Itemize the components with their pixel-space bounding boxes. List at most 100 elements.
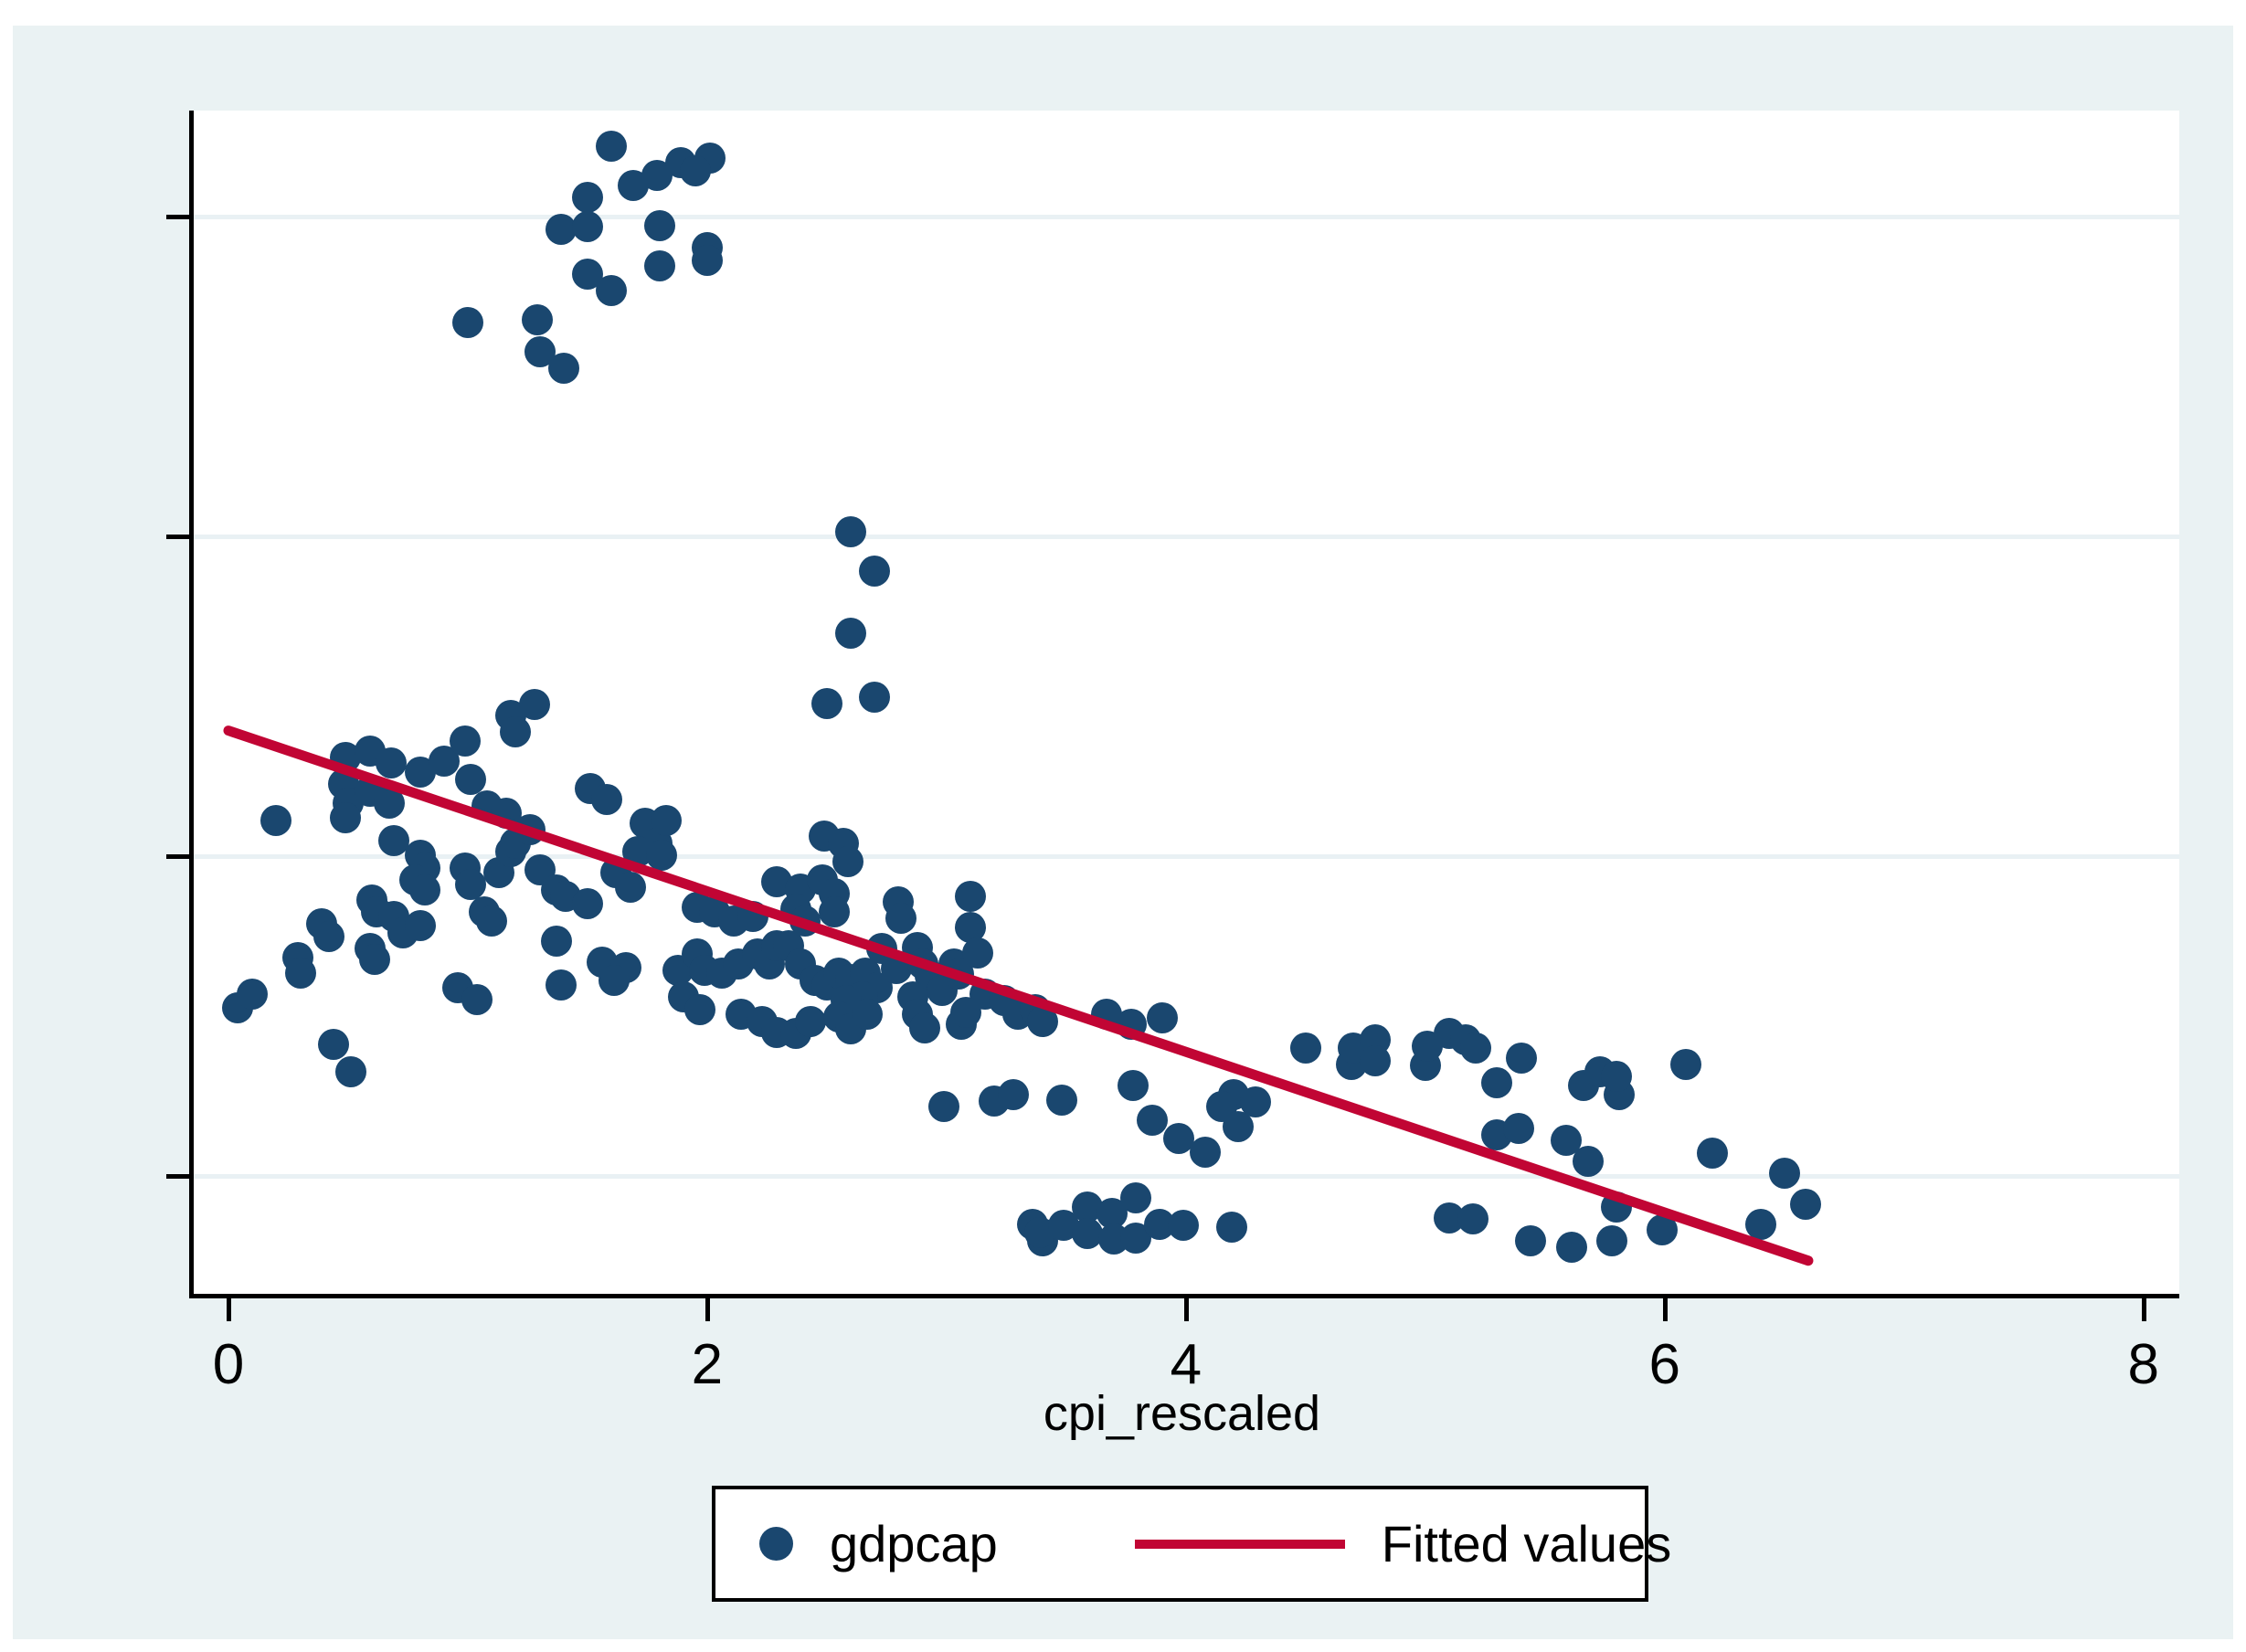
scatter-point — [590, 783, 622, 815]
scatter-point — [1119, 1182, 1151, 1214]
scatter-point — [313, 920, 344, 952]
scatter-point — [284, 958, 316, 990]
scatter-point — [547, 353, 579, 385]
scatter-point — [810, 687, 842, 719]
scatter-point — [1790, 1188, 1822, 1220]
x-axis-title: cpi_rescaled — [1043, 1386, 1321, 1441]
scatter-point — [1137, 1104, 1169, 1136]
scatter-point — [451, 306, 483, 338]
y-gridline — [194, 534, 2179, 539]
scatter-point — [1768, 1157, 1800, 1189]
scatter-point — [1596, 1224, 1628, 1256]
x-axis-tick — [1662, 1298, 1668, 1321]
scatter-point — [885, 903, 917, 935]
scatter-point — [500, 715, 532, 747]
scatter-point — [818, 895, 850, 927]
scatter-point — [1359, 1044, 1391, 1076]
scatter-point — [540, 926, 572, 958]
x-tick-label: 6 — [1648, 1333, 1681, 1396]
y-axis-tick — [166, 1174, 189, 1180]
x-axis-tick — [2141, 1298, 2146, 1321]
scatter-point — [1555, 1232, 1587, 1264]
scatter-point — [358, 943, 390, 975]
scatter-point — [1118, 1070, 1149, 1102]
plot-area: 0 2 4 6 8 — [166, 111, 2179, 1396]
scatter-point — [450, 725, 482, 757]
scatter-point — [376, 747, 408, 778]
scatter-point — [1697, 1137, 1729, 1169]
scatter-point — [1168, 1209, 1200, 1241]
scatter-point — [852, 999, 884, 1031]
scatter-point — [1189, 1136, 1221, 1168]
y-gridline — [194, 1174, 2179, 1180]
x-tick-label: 0 — [212, 1333, 245, 1396]
scatter-point — [835, 516, 867, 548]
scatter-point — [832, 846, 864, 878]
scatter-point — [1502, 1112, 1534, 1144]
y-gridline — [194, 215, 2179, 220]
scatter-point — [684, 994, 716, 1026]
scatter-point — [546, 969, 577, 1001]
scatter-point — [961, 937, 993, 969]
scatter-point — [454, 868, 486, 900]
scatter-point — [260, 805, 292, 836]
scatter-point — [330, 802, 362, 834]
scatter-point — [909, 1011, 941, 1043]
scatter-point — [1670, 1048, 1702, 1080]
scatter-point — [237, 979, 269, 1011]
scatter-point — [571, 210, 603, 242]
scatter-point — [461, 983, 493, 1015]
legend: gdpcap Fitted values — [712, 1486, 1671, 1602]
scatter-point — [318, 1028, 350, 1060]
scatter-point — [643, 209, 675, 241]
scatter-point — [1215, 1212, 1247, 1244]
x-axis-tick — [226, 1298, 231, 1321]
scatter-point — [571, 181, 603, 213]
scatter-point — [598, 964, 630, 996]
scatter-point — [1505, 1043, 1537, 1075]
scatter-point — [928, 1091, 960, 1123]
x-axis-tick — [1183, 1298, 1189, 1321]
scatter-point — [646, 839, 678, 871]
scatter-point — [679, 155, 711, 187]
scatter-point — [334, 1055, 366, 1087]
scatter-point — [1162, 1123, 1194, 1155]
scatter-point — [949, 996, 981, 1028]
scatter-point — [859, 555, 891, 587]
scatter-point — [454, 763, 486, 795]
scatter-point — [476, 905, 508, 937]
scatter-point — [651, 805, 683, 836]
scatter-point — [408, 874, 440, 906]
scatter-point — [1223, 1111, 1255, 1143]
scatter-point — [835, 618, 867, 650]
gdpcap-marker-icon — [759, 1527, 793, 1561]
x-axis-tick — [705, 1298, 710, 1321]
graph-canvas: 0 2 4 6 8 cpi_rescaled gdpcap Fitted values — [13, 26, 2233, 1639]
scatter-point — [1146, 1002, 1178, 1034]
scatter-point — [519, 689, 551, 721]
y-axis-tick — [166, 215, 189, 220]
scatter-point — [1601, 1060, 1633, 1092]
scatter-point — [859, 682, 891, 714]
scatter-point — [1572, 1145, 1604, 1177]
scatter-point — [571, 887, 603, 919]
scatter-point — [546, 213, 577, 245]
x-tick-label: 4 — [1170, 1333, 1202, 1396]
scatter-point — [1072, 1217, 1104, 1249]
scatter-point — [1045, 1084, 1077, 1116]
scatter-point — [691, 245, 723, 277]
scatter-point — [596, 130, 628, 162]
scatter-point — [1481, 1067, 1513, 1099]
scatter-point — [794, 1006, 826, 1038]
legend-label-gdpcap: gdpcap — [830, 1515, 998, 1573]
scatter-point — [1457, 1203, 1489, 1235]
scatter-point — [955, 911, 987, 943]
scatter-point — [1744, 1208, 1776, 1240]
scatter-point — [1289, 1032, 1321, 1064]
scatter-point — [643, 249, 675, 281]
y-axis-tick — [166, 534, 189, 539]
scatter-point — [615, 871, 647, 903]
scatter-point — [1515, 1224, 1547, 1256]
scatter-point — [404, 910, 436, 942]
